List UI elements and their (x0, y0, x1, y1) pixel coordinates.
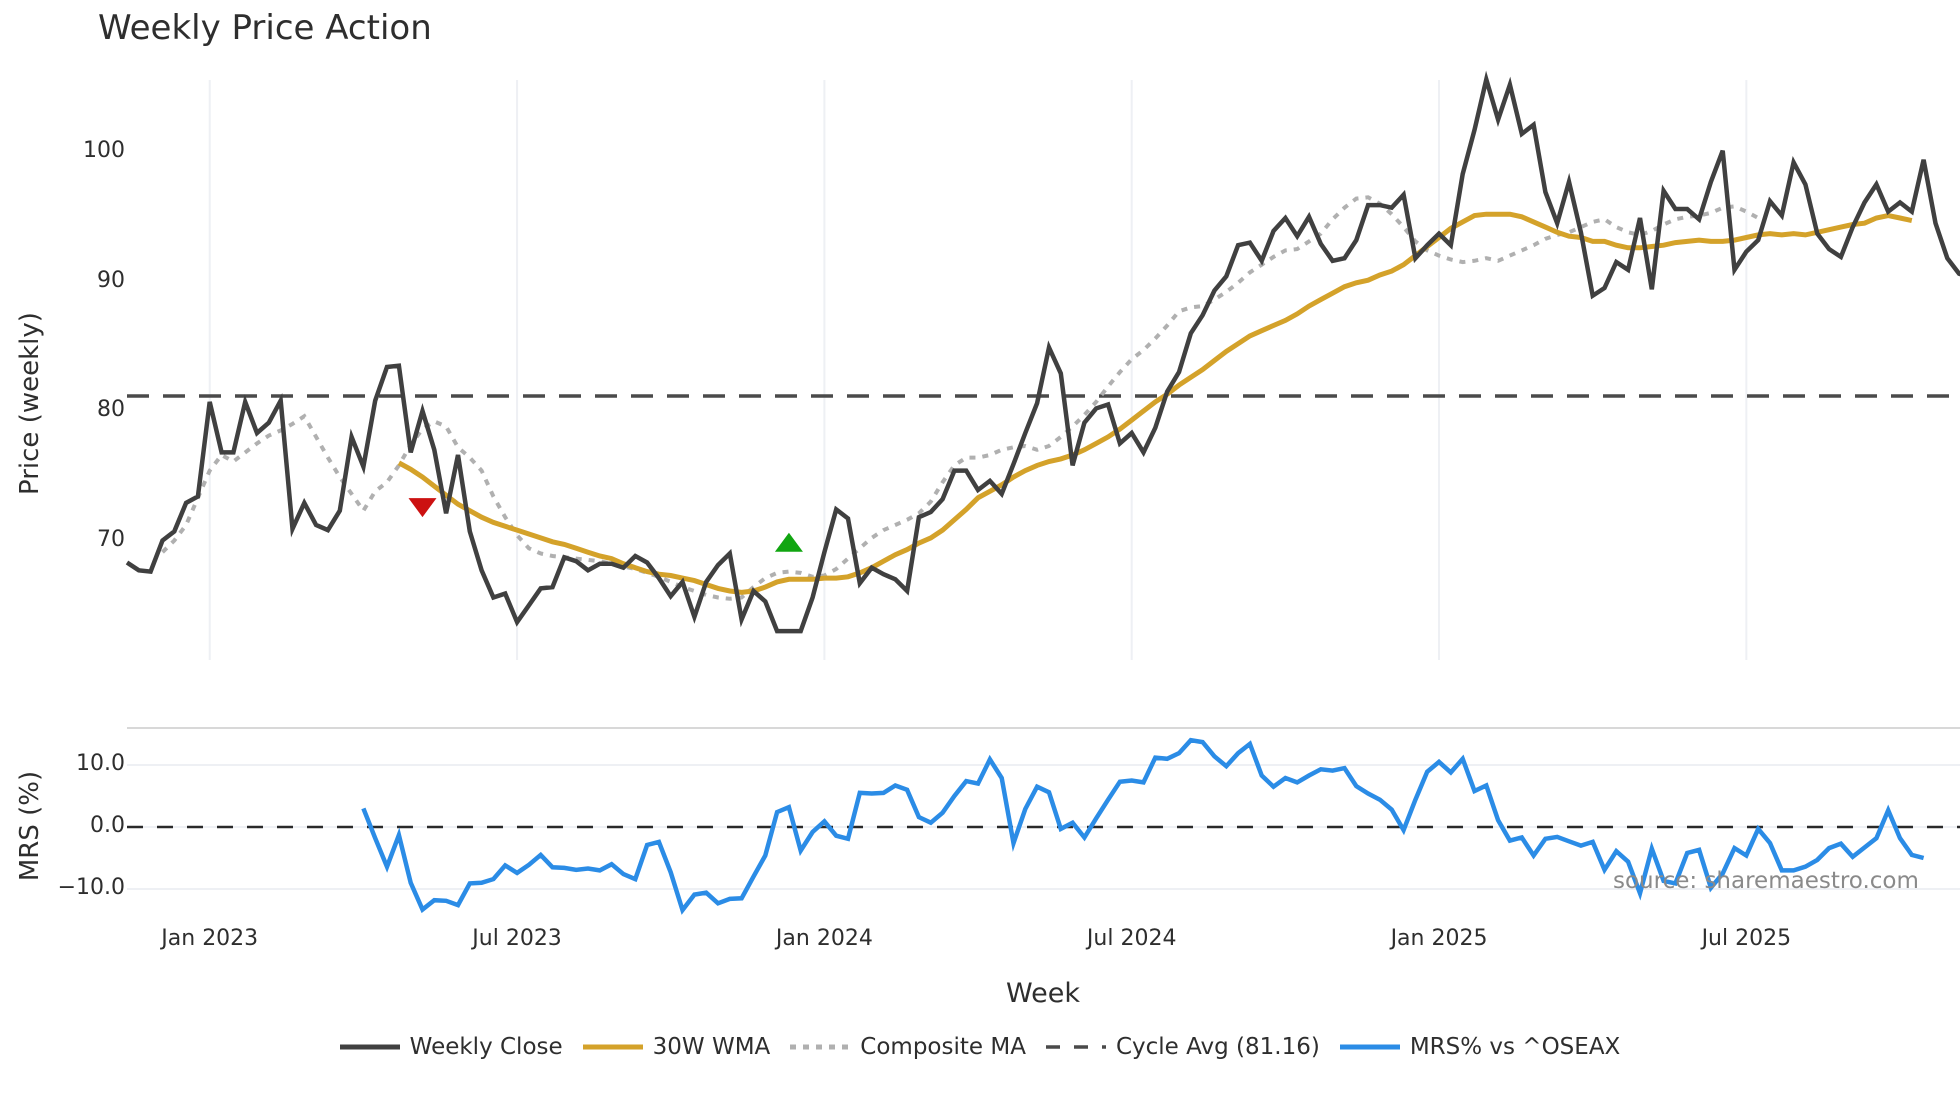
legend-item[interactable]: MRS% vs ^OSEAX (1339, 1034, 1621, 1060)
legend-swatch-icon (1339, 1037, 1400, 1057)
mrs-tick-label: −10.0 (57, 875, 125, 900)
legend-item[interactable]: Composite MA (790, 1034, 1026, 1060)
legend-swatch-icon (1045, 1037, 1106, 1057)
price-tick-label: 70 (97, 526, 125, 552)
mrs-tick-label: 0.0 (90, 813, 125, 838)
price-tick-label: 100 (83, 138, 125, 163)
buy-signal-triangle-up-icon (774, 532, 803, 552)
x-tick-label: Jan 2023 (161, 926, 259, 951)
legend-label: 30W WMA (652, 1034, 771, 1060)
price-tick-label: 80 (97, 397, 125, 422)
mrs-tick-label: 10.0 (76, 751, 125, 776)
x-tick-label: Jul 2025 (1701, 926, 1792, 951)
x-tick-label: Jul 2023 (472, 926, 562, 951)
x-tick-label: Jan 2024 (775, 926, 873, 951)
legend-item[interactable]: Cycle Avg (81.16) (1045, 1034, 1320, 1060)
chart-legend: Weekly Close 30W WMA Composite MA Cycle Avg… (0, 1034, 1960, 1060)
legend-label: Composite MA (860, 1034, 1026, 1060)
sell-signal-triangle-down-icon (408, 498, 437, 518)
legend-label: Weekly Close (409, 1034, 563, 1060)
legend-item[interactable]: 30W WMA (582, 1034, 771, 1060)
legend-swatch-icon (582, 1037, 643, 1057)
chart-title: Weekly Price Action (98, 8, 432, 48)
x-tick-label: Jan 2025 (1390, 926, 1488, 951)
price-gridlines (208, 80, 1748, 660)
mrs-line (361, 737, 1925, 915)
price-tick-label: 90 (97, 267, 125, 293)
legend-swatch-icon (339, 1037, 400, 1057)
legend-item[interactable]: Weekly Close (339, 1034, 563, 1060)
source-credit: source: sharemaestro.com (1613, 868, 1919, 894)
x-axis-label: Week (1006, 978, 1080, 1009)
legend-label: MRS% vs ^OSEAX (1409, 1034, 1621, 1060)
wma30-line (397, 211, 1913, 595)
legend-swatch-icon (790, 1037, 851, 1057)
legend-label: Cycle Avg (81.16) (1115, 1034, 1320, 1060)
weekly-close-line (125, 70, 1960, 634)
x-tick-label: Jul 2024 (1086, 926, 1177, 951)
